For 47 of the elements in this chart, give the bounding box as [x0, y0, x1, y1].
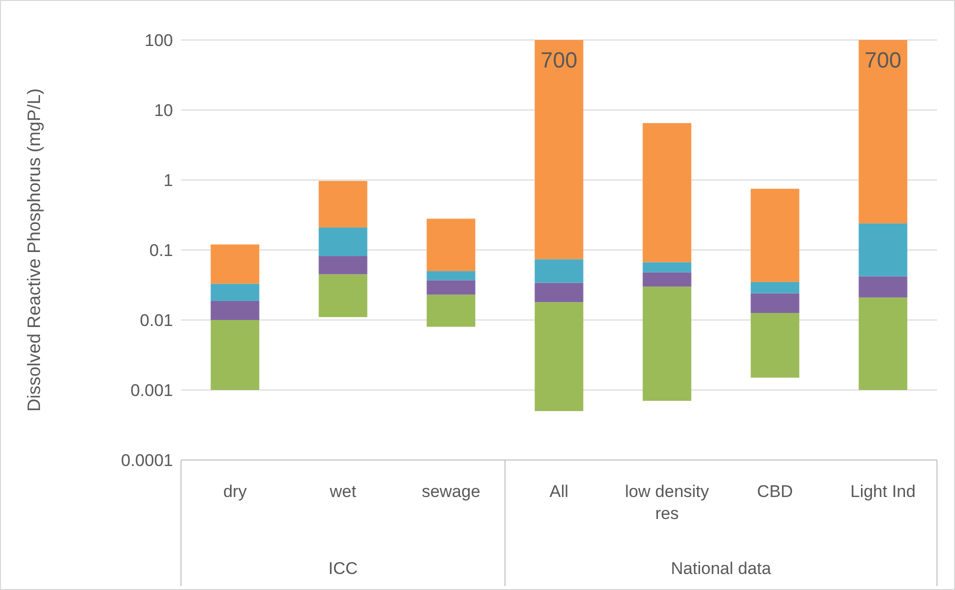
x-tick-label: sewage	[422, 482, 480, 501]
bar	[318, 227, 368, 256]
x-tick-label: All	[550, 482, 568, 501]
y-tick-label: 0.0001	[121, 450, 173, 470]
bar	[210, 320, 260, 390]
bar	[318, 274, 368, 318]
bar	[210, 284, 260, 301]
y-tick-label: 10	[154, 100, 173, 120]
x-tick-label: Light Ind	[850, 482, 916, 501]
bar	[750, 188, 800, 282]
y-tick-label: 100	[144, 30, 173, 50]
y-axis-title: Dissolved Reactive Phosphorus (mgP/L)	[24, 88, 44, 412]
bar	[318, 256, 368, 274]
bar	[858, 223, 908, 276]
bar	[534, 302, 584, 412]
bar	[426, 280, 476, 295]
bar	[426, 218, 476, 272]
bar	[642, 262, 692, 272]
bar	[642, 123, 692, 262]
bar	[534, 282, 584, 302]
annotation: 700	[864, 48, 902, 73]
y-tick-label: 0.001	[130, 380, 173, 400]
x-tick-label: CBD	[757, 482, 793, 501]
bar	[642, 272, 692, 287]
annotation: 700	[540, 48, 578, 73]
x-tick-label: wet	[328, 482, 356, 501]
text: National data	[670, 559, 772, 578]
bar	[750, 312, 800, 378]
bar	[750, 293, 800, 313]
bar	[750, 282, 800, 294]
x-tick-label: low density res	[624, 482, 710, 523]
text: ICC	[328, 559, 358, 578]
bar	[858, 276, 908, 298]
bar	[642, 286, 692, 401]
bar	[426, 294, 476, 327]
y-tick-label: 0.01	[140, 310, 173, 330]
bar	[534, 40, 584, 260]
y-tick-label: 1	[164, 170, 173, 190]
bar	[210, 244, 260, 284]
bar	[534, 259, 584, 283]
bar	[210, 300, 260, 320]
bar	[858, 297, 908, 390]
x-tick-label: dry	[223, 482, 248, 501]
y-tick-label: 0.1	[149, 240, 173, 260]
bar	[426, 271, 476, 280]
bar	[318, 180, 368, 228]
bar	[858, 40, 908, 224]
